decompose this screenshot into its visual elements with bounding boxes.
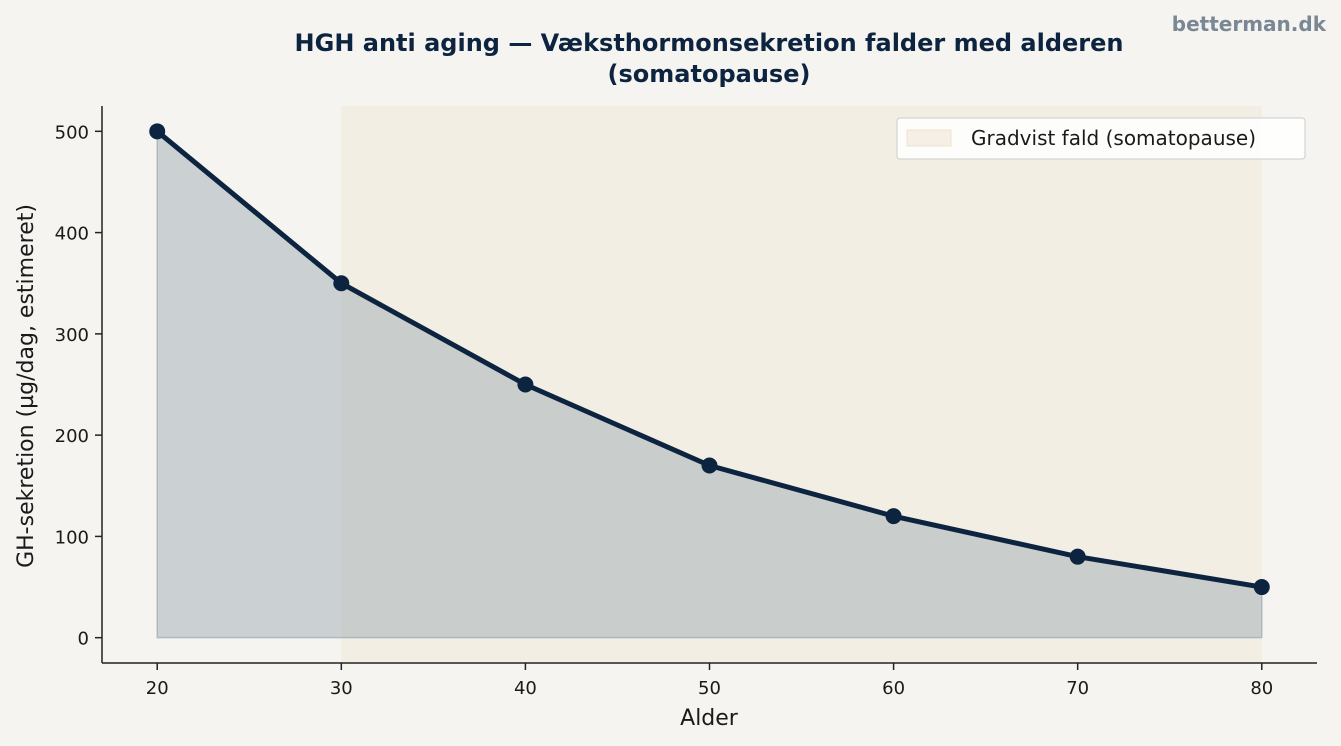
data-point-20 (149, 123, 166, 140)
y-tick-label: 200 (55, 426, 89, 447)
data-point-30 (333, 275, 350, 292)
x-tick-label: 20 (146, 678, 169, 699)
x-axis-label: Alder (680, 706, 739, 731)
x-tick-label: 80 (1250, 678, 1273, 699)
legend: Gradvist fald (somatopause) (896, 117, 1306, 160)
legend-swatch (906, 129, 952, 147)
chart-title: HGH anti aging — Væksthormonsekretion fa… (0, 28, 1341, 90)
x-tick-label: 60 (882, 678, 905, 699)
data-points (149, 123, 1270, 596)
data-point-80 (1253, 579, 1270, 596)
x-tick-label: 70 (1066, 678, 1089, 699)
data-point-40 (517, 376, 534, 393)
x-ticks: 20 30 40 50 60 70 80 (146, 663, 1273, 699)
y-tick-label: 500 (55, 122, 89, 143)
legend-label: Gradvist fald (somatopause) (971, 126, 1256, 150)
legend-box (896, 117, 1306, 160)
y-axis-label: GH-sekretion (µg/dag, estimeret) (14, 204, 39, 568)
x-tick-label: 30 (330, 678, 353, 699)
y-tick-label: 300 (55, 325, 89, 346)
watermark: betterman.dk (1171, 12, 1326, 36)
data-point-70 (1069, 548, 1086, 565)
shaded-region (341, 106, 1262, 663)
data-point-50 (701, 457, 718, 474)
x-tick-label: 40 (514, 678, 537, 699)
y-tick-label: 400 (55, 224, 89, 245)
x-tick-label: 50 (698, 678, 721, 699)
y-tick-label: 0 (78, 629, 89, 650)
chart-title-line-1: HGH anti aging — Væksthormonsekretion fa… (294, 29, 1124, 57)
data-point-60 (885, 508, 902, 525)
y-tick-label: 100 (55, 527, 89, 548)
y-ticks: 0 100 200 300 400 500 (55, 122, 102, 650)
chart-title-line-2: (somatopause) (607, 60, 811, 88)
